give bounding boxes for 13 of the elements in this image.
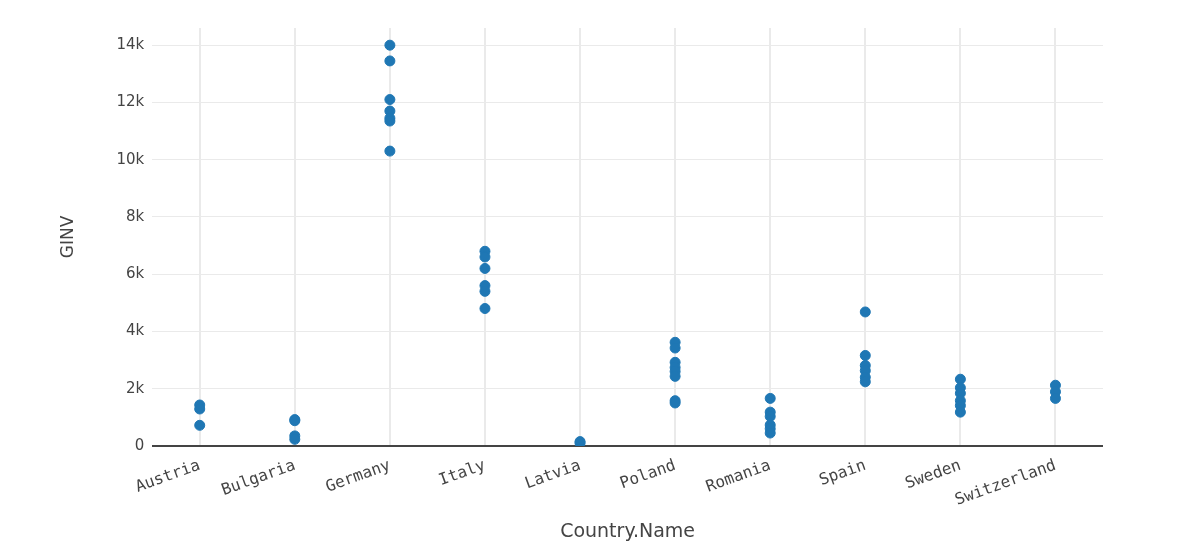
- x-axis-title: Country.Name: [560, 518, 696, 541]
- y-tick-label: 6k: [125, 264, 145, 283]
- x-tick-label: Spain: [816, 454, 869, 490]
- y-tick-label: 4k: [125, 321, 145, 340]
- x-tick-label: Latvia: [522, 454, 583, 493]
- y-tick-label: 10k: [116, 149, 145, 168]
- y-tick-label: 0: [134, 435, 145, 454]
- y-tick-label: 2k: [125, 378, 145, 397]
- y-axis-title: GINV: [56, 215, 77, 259]
- y-tick-label: 12k: [116, 92, 145, 111]
- x-tick-label: Italy: [435, 454, 489, 490]
- y-tick-label: 14k: [116, 35, 145, 54]
- y-tick-label: 8k: [125, 206, 145, 225]
